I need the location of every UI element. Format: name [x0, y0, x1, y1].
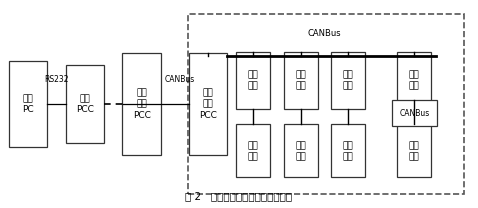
Bar: [236, 52, 270, 109]
Text: 扩展
模块: 扩展 模块: [248, 71, 259, 91]
Bar: [392, 100, 437, 126]
Bar: [397, 52, 431, 109]
Text: 一次
回风: 一次 回风: [248, 141, 259, 161]
Text: RS232: RS232: [44, 75, 69, 84]
Bar: [189, 53, 227, 155]
Bar: [331, 124, 365, 177]
Text: 排风
排烟: 排风 排烟: [343, 141, 353, 161]
Text: 其它
分站
PCC: 其它 分站 PCC: [133, 88, 151, 120]
Text: 扩展
模块: 扩展 模块: [409, 71, 420, 91]
Text: 风机
盘管: 风机 盘管: [295, 141, 306, 161]
Text: CANBus: CANBus: [164, 75, 195, 84]
Text: 暖通
分站
PCC: 暖通 分站 PCC: [199, 88, 217, 120]
Bar: [188, 14, 464, 194]
Bar: [283, 52, 318, 109]
Text: 扩展
模块: 扩展 模块: [295, 71, 306, 91]
Text: 热泵
机组: 热泵 机组: [409, 141, 420, 161]
Bar: [122, 53, 161, 155]
Text: 图 2   暖通空调系统控制网络拓扑图: 图 2 暖通空调系统控制网络拓扑图: [185, 191, 293, 201]
Bar: [66, 65, 104, 143]
Bar: [331, 52, 365, 109]
Bar: [397, 124, 431, 177]
Text: 扩展
模块: 扩展 模块: [343, 71, 353, 91]
Text: CANBus: CANBus: [307, 29, 341, 38]
Bar: [283, 124, 318, 177]
Text: 上位
PC: 上位 PC: [22, 94, 34, 114]
Bar: [9, 61, 47, 147]
Text: CANBus: CANBus: [399, 109, 429, 118]
Text: 主站
PCC: 主站 PCC: [76, 94, 94, 114]
Bar: [236, 124, 270, 177]
